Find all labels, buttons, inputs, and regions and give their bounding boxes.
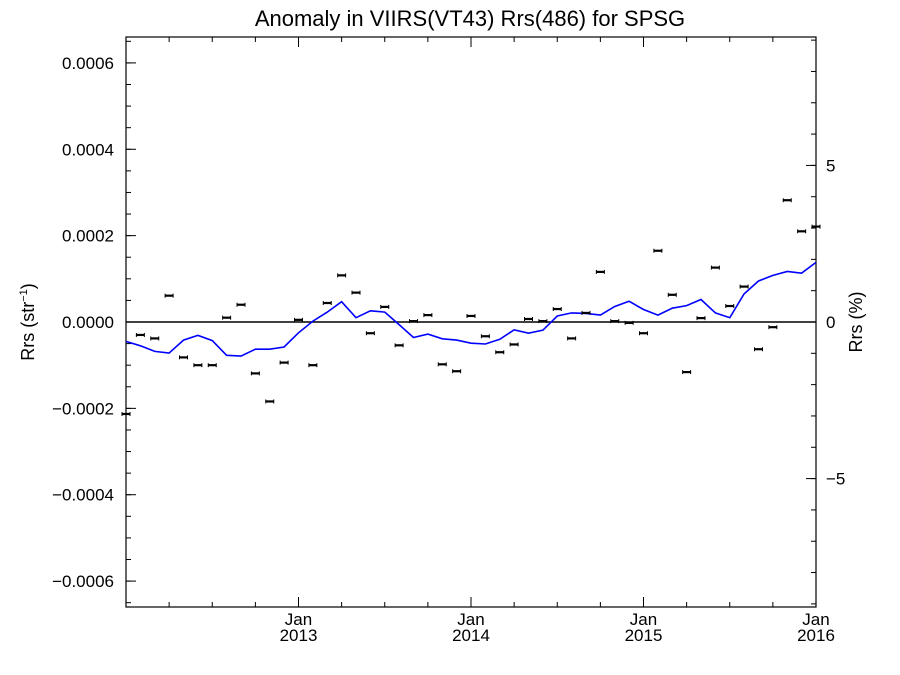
- data-point: [480, 334, 490, 339]
- data-point: [754, 347, 763, 352]
- data-point: [667, 292, 677, 297]
- data-point: [121, 411, 131, 416]
- y-left-tick-label: −0.0002: [52, 399, 114, 418]
- data-point: [466, 313, 476, 318]
- data-point: [595, 269, 605, 274]
- data-point: [782, 198, 792, 203]
- y-left-tick-label: 0.0006: [62, 54, 114, 73]
- data-point: [710, 265, 720, 270]
- data-point: [624, 320, 634, 325]
- y-left-tick-label: 0.0004: [62, 140, 114, 159]
- data-point: [725, 304, 735, 309]
- data-point: [394, 343, 404, 348]
- data-point: [509, 342, 519, 347]
- x-tick-label-year: 2014: [452, 626, 490, 645]
- anomaly-line-series: [125, 261, 817, 357]
- x-tick-label-month: Jan: [802, 610, 829, 629]
- data-point: [423, 313, 433, 318]
- data-point: [351, 290, 361, 295]
- data-point: [179, 355, 188, 360]
- data-point: [207, 363, 217, 368]
- data-point: [739, 284, 749, 289]
- x-tick-label-year: 2013: [280, 626, 318, 645]
- y-right-tick-label: 5: [826, 156, 835, 175]
- data-point: [768, 325, 778, 330]
- data-point: [437, 362, 447, 367]
- y-left-tick-label: 0.0000: [62, 313, 114, 332]
- data-point: [610, 319, 620, 324]
- y-right-tick-labels: 5 0 −5: [826, 156, 845, 488]
- y-axis-left-title-close: ): [18, 283, 38, 289]
- y-left-tick-labels: 0.0006 0.0004 0.0002 0.0000 −0.0002 −0.0004 −0…: [52, 54, 114, 591]
- data-point: [524, 316, 533, 321]
- data-point: [811, 224, 821, 229]
- x-tick-label-year: 2015: [625, 626, 663, 645]
- data-point: [538, 319, 548, 324]
- data-point: [236, 302, 246, 307]
- data-point: [294, 317, 303, 322]
- data-point: [150, 336, 160, 341]
- data-point: [380, 304, 390, 309]
- y-axis-left-title-text: Rrs (str: [18, 302, 38, 361]
- data-point: [452, 369, 462, 374]
- data-point: [279, 360, 289, 365]
- data-point: [308, 363, 318, 368]
- data-point: [581, 310, 591, 315]
- chart-title: Anomaly in VIIRS(VT43) Rrs(486) for SPSG: [255, 6, 685, 31]
- data-point: [193, 363, 203, 368]
- blue-series-line: [125, 261, 817, 357]
- data-point: [135, 332, 145, 337]
- data-point: [365, 331, 375, 336]
- data-point: [696, 316, 706, 321]
- data-point: [322, 301, 332, 305]
- data-point: [337, 273, 347, 278]
- data-point: [250, 371, 260, 376]
- y-axis-left-title: Rrs (str−1): [18, 283, 38, 361]
- data-point: [797, 229, 807, 234]
- y-right-tick-label: −5: [826, 470, 845, 489]
- data-point: [653, 248, 663, 253]
- y-axis-left-title-superscript: −1: [18, 289, 30, 302]
- data-point: [495, 350, 505, 355]
- anomaly-scatter-series: [121, 198, 821, 416]
- data-point: [639, 331, 648, 336]
- y-left-tick-label: −0.0006: [52, 572, 114, 591]
- data-point: [265, 399, 275, 404]
- y-axis-right-title: Rrs (%): [846, 292, 866, 353]
- x-tick-label-month: Jan: [457, 610, 484, 629]
- data-point: [164, 293, 174, 298]
- data-point: [682, 370, 692, 375]
- major-ticks: [126, 37, 817, 607]
- data-point: [409, 319, 418, 324]
- y-left-tick-label: 0.0002: [62, 227, 114, 246]
- data-point: [567, 336, 577, 341]
- data-point: [222, 315, 232, 320]
- x-tick-label-year: 2016: [797, 626, 835, 645]
- x-tick-label-month: Jan: [285, 610, 312, 629]
- x-tick-label-month: Jan: [630, 610, 657, 629]
- y-left-tick-label: −0.0004: [52, 486, 114, 505]
- y-right-tick-label: 0: [826, 313, 835, 332]
- data-point: [552, 307, 562, 312]
